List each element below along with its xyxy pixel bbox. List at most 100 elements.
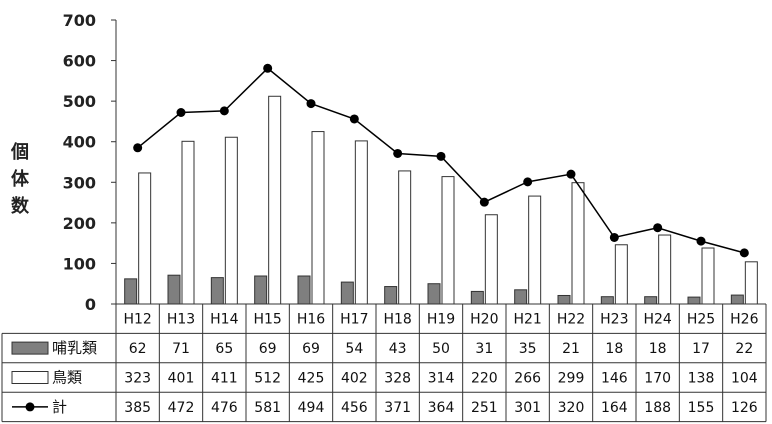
data-label: 146 [601,371,628,387]
data-label: 31 [475,341,493,357]
y-tick-label: 600 [63,52,96,71]
bar-bird-H26 [744,261,758,305]
data-label: 494 [298,400,325,416]
bar-mammal-H18 [384,286,398,305]
bar-mammal-H12 [124,278,138,305]
bar-bird-H19 [441,176,455,305]
data-label: 320 [558,400,585,416]
data-label: 50 [432,341,450,357]
bar-mammal-H25 [687,296,701,305]
data-label: 364 [428,400,455,416]
bar-mammal-H21 [514,289,528,305]
bar-mammal-H24 [644,296,658,305]
data-label: 512 [254,371,281,387]
y-axis-label-char: 個 [10,142,29,163]
data-label: 104 [731,371,758,387]
y-axis-ticks: 0 100 200 300 400 500 600 700 [63,11,116,314]
data-label: 164 [601,400,628,416]
point-total-H17 [349,114,359,124]
point-total-H12 [133,143,143,153]
data-label: 35 [519,341,537,357]
bar-bird-H21 [528,195,542,305]
data-label: 299 [558,371,585,387]
x-tick-label: H24 [643,312,671,328]
data-label: 328 [384,371,411,387]
bar-bird-H12 [138,172,152,305]
plot-area [115,20,758,305]
data-label: 402 [341,371,368,387]
x-tick-label: H26 [730,312,758,328]
legend-key-哺乳類 [11,341,49,355]
bar-mammal-H14 [210,277,224,305]
bar-bird-H23 [614,244,628,305]
data-label: 21 [562,341,580,357]
bar-bird-H20 [484,214,498,305]
data-label: 65 [215,341,233,357]
x-tick-label: H21 [513,312,541,328]
data-label: 411 [211,371,238,387]
data-label: 323 [124,371,151,387]
data-label: 385 [124,400,151,416]
data-label: 62 [129,341,147,357]
x-tick-label: H12 [123,312,151,328]
y-tick-label: 0 [85,295,96,314]
data-label: 314 [428,371,455,387]
data-label: 266 [514,371,541,387]
point-total-H25 [696,236,706,246]
data-label: 69 [302,341,320,357]
point-total-H13 [176,108,186,118]
bar-bird-H14 [224,136,238,305]
data-label: 251 [471,400,498,416]
data-label: 54 [345,341,363,357]
data-label: 472 [168,400,195,416]
data-label: 71 [172,341,190,357]
data-label: 425 [298,371,325,387]
bar-bird-H13 [181,140,195,305]
bar-bird-H22 [571,182,585,305]
y-tick-label: 500 [63,92,96,111]
data-label: 371 [384,400,411,416]
data-label: 18 [605,341,623,357]
data-label: 138 [688,371,715,387]
bar-mammal-H13 [167,274,181,305]
y-tick-label: 200 [63,214,96,233]
bar-mammal-H26 [730,294,744,305]
x-tick-label: H13 [167,312,195,328]
data-label: 401 [168,371,195,387]
x-tick-label: H20 [470,312,498,328]
data-label: 301 [514,400,541,416]
data-label: 581 [254,400,281,416]
legend-label: 鳥類 [52,369,82,387]
data-label: 126 [731,400,758,416]
bar-bird-H25 [701,247,715,305]
point-total-H15 [263,63,273,73]
point-total-H20 [479,197,489,207]
data-label: 220 [471,371,498,387]
y-tick-label: 700 [63,11,96,30]
x-tick-label: H22 [557,312,585,328]
point-total-H16 [306,99,316,109]
x-tick-label: H18 [383,312,411,328]
x-tick-label: H19 [427,312,455,328]
y-axis-label-char: 体 [11,168,30,190]
legend-label: 哺乳類 [52,339,97,357]
bar-bird-H17 [354,140,368,305]
bar-bird-H16 [311,131,325,305]
bar-mammal-H20 [470,290,484,305]
data-label: 43 [389,341,407,357]
legend-key-鳥類 [11,371,49,384]
bar-mammal-H23 [600,296,614,305]
legend-key-marker [25,402,35,412]
point-total-H19 [436,151,446,161]
bar-mammal-H16 [297,275,311,305]
bar-mammal-H22 [557,294,571,305]
bar-bird-H15 [268,95,282,305]
data-label: 22 [735,341,753,357]
data-label: 170 [644,371,671,387]
point-total-H26 [739,248,749,258]
x-tick-label: H23 [600,312,628,328]
data-label: 69 [259,341,277,357]
data-label: 18 [649,341,667,357]
x-tick-label: H15 [253,312,281,328]
